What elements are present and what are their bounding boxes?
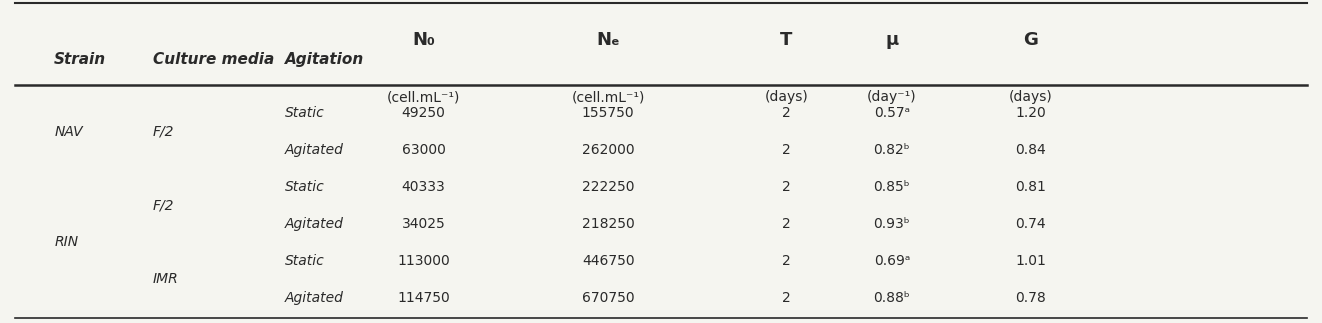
Text: Agitated: Agitated [286,291,344,305]
Text: NAV: NAV [54,125,83,139]
Text: 1.01: 1.01 [1015,254,1046,268]
Text: 446750: 446750 [582,254,635,268]
Text: 49250: 49250 [402,107,446,120]
Text: 0.88ᵇ: 0.88ᵇ [874,291,911,305]
Text: 1.20: 1.20 [1015,107,1046,120]
Text: 222250: 222250 [582,180,635,194]
Text: 63000: 63000 [402,143,446,157]
Text: 2: 2 [781,143,791,157]
Text: 155750: 155750 [582,107,635,120]
Text: 0.85ᵇ: 0.85ᵇ [874,180,910,194]
Text: (day⁻¹): (day⁻¹) [867,90,916,104]
Text: F/2: F/2 [153,125,175,139]
Text: 2: 2 [781,107,791,120]
Text: 0.78: 0.78 [1015,291,1046,305]
Text: RIN: RIN [54,235,78,249]
Text: 262000: 262000 [582,143,635,157]
Text: 0.74: 0.74 [1015,217,1046,231]
Text: (days): (days) [764,90,808,104]
Text: (days): (days) [1009,90,1052,104]
Text: 0.93ᵇ: 0.93ᵇ [874,217,910,231]
Text: 0.57ᵃ: 0.57ᵃ [874,107,910,120]
Text: Nₑ: Nₑ [596,31,620,49]
Text: 40333: 40333 [402,180,446,194]
Text: G: G [1023,31,1038,49]
Text: μ: μ [886,31,899,49]
Text: 2: 2 [781,254,791,268]
Text: T: T [780,31,792,49]
Text: 114750: 114750 [397,291,449,305]
Text: Static: Static [286,180,325,194]
Text: 2: 2 [781,291,791,305]
Text: 0.69ᵃ: 0.69ᵃ [874,254,910,268]
Text: 34025: 34025 [402,217,446,231]
Text: (cell.mL⁻¹): (cell.mL⁻¹) [571,90,645,104]
Text: Static: Static [286,254,325,268]
Text: N₀: N₀ [412,31,435,49]
Text: F/2: F/2 [153,199,175,213]
Text: 0.84: 0.84 [1015,143,1046,157]
Text: (cell.mL⁻¹): (cell.mL⁻¹) [387,90,460,104]
Text: Culture media: Culture media [153,52,275,67]
Text: 218250: 218250 [582,217,635,231]
Text: 113000: 113000 [397,254,449,268]
Text: Agitation: Agitation [286,52,365,67]
Text: Agitated: Agitated [286,143,344,157]
Text: Static: Static [286,107,325,120]
Text: 2: 2 [781,180,791,194]
Text: 2: 2 [781,217,791,231]
Text: Agitated: Agitated [286,217,344,231]
Text: Strain: Strain [54,52,106,67]
Text: 670750: 670750 [582,291,635,305]
Text: IMR: IMR [153,272,178,286]
Text: 0.81: 0.81 [1015,180,1046,194]
Text: 0.82ᵇ: 0.82ᵇ [874,143,910,157]
